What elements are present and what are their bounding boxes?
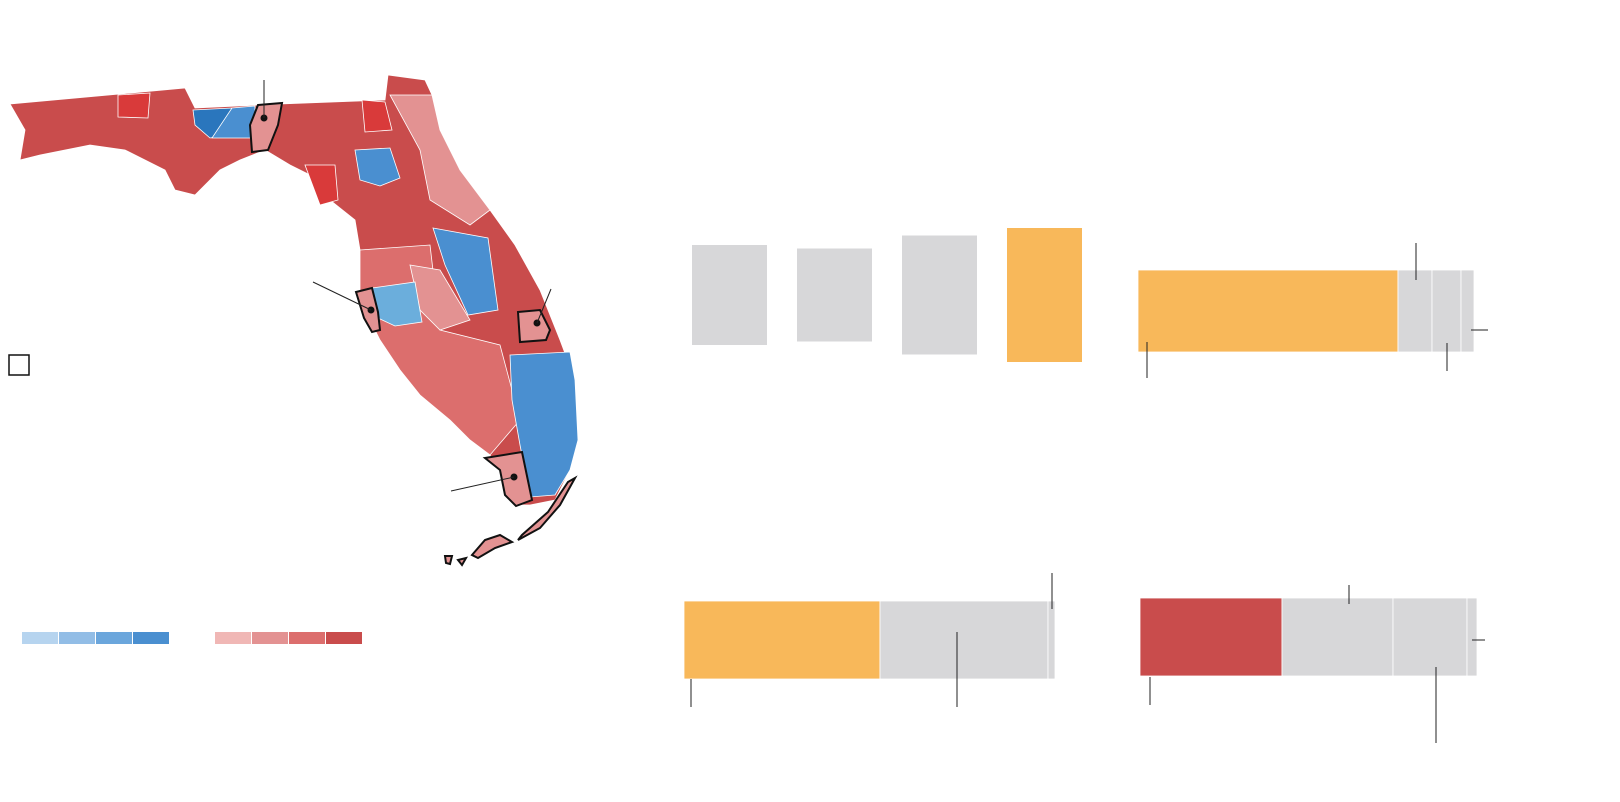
legend-swatch [215,632,251,644]
bar-leaders [690,243,1488,743]
highlight-county [248,101,284,154]
legend-swatch [289,632,325,644]
bar-segment [1392,597,1468,677]
leader-line [450,476,515,492]
legend-square [8,354,30,376]
leader-line [312,281,372,311]
highlight-county [516,308,552,344]
keys [443,475,578,567]
column [692,245,767,345]
county-red-dark [117,92,393,206]
bar-segment [1431,269,1462,353]
florida-map [9,74,579,567]
column [1007,228,1082,362]
bar-segment [879,600,1049,680]
bar-segment [1460,269,1475,353]
legend-swatch [59,632,95,644]
highlighted-counties [248,101,578,567]
highlight-county [482,450,534,508]
legend-swatch [133,632,169,644]
legend-swatch [326,632,362,644]
bar-segment [1139,597,1283,677]
map-leaders [263,80,552,492]
leader-line [536,288,552,324]
column [797,248,872,342]
legend-swatch [22,632,58,644]
legend-swatch [252,632,288,644]
legend-swatch [96,632,132,644]
bar-segment [1466,597,1478,677]
county-red-pale [389,94,491,226]
column [902,235,977,355]
bar-segment [1137,269,1399,353]
bar-segment [683,600,881,680]
bar-segment [1047,600,1056,680]
bar-segment [1281,597,1394,677]
bar-segment [1397,269,1433,353]
